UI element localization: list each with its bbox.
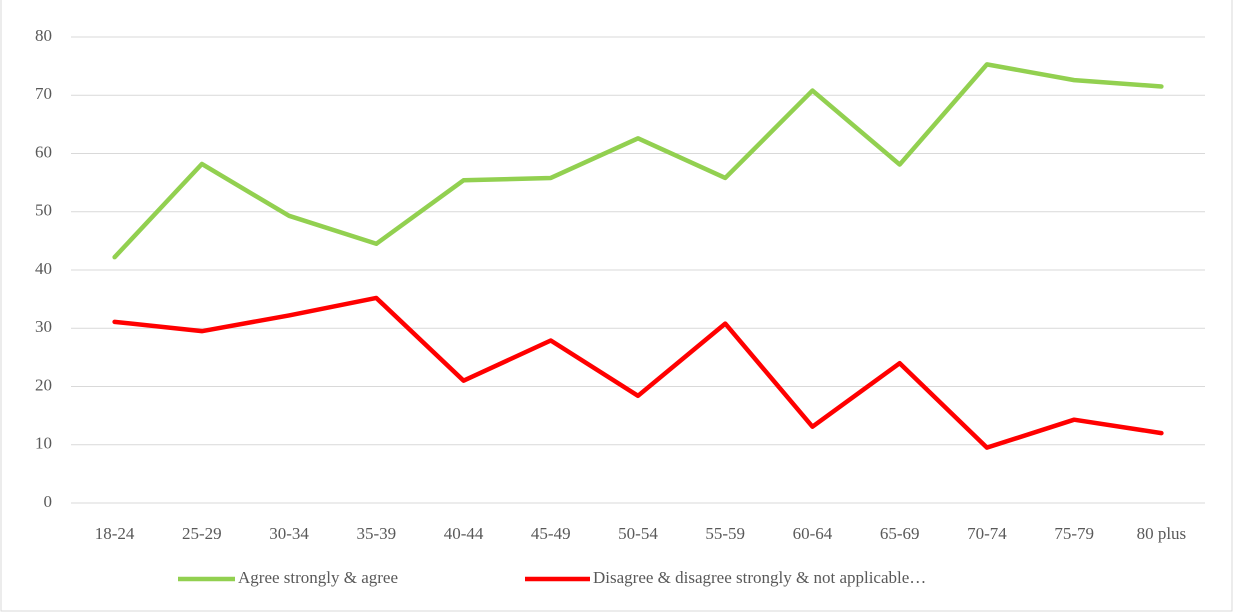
y-tick-label: 70 [35,84,52,103]
y-tick-label: 60 [35,142,52,161]
x-tick-label: 65-69 [880,524,920,543]
x-tick-label: 60-64 [793,524,833,543]
series-line [112,295,1164,450]
y-tick-label: 50 [35,201,52,220]
series-line [112,62,1164,260]
legend-label: Agree strongly & agree [238,568,398,587]
y-tick-label: 0 [44,492,53,511]
x-tick-label: 75-79 [1054,524,1094,543]
x-tick-label: 55-59 [705,524,745,543]
x-tick-label: 70-74 [967,524,1007,543]
x-tick-label: 80 plus [1137,524,1187,543]
x-tick-label: 25-29 [182,524,222,543]
y-tick-label: 30 [35,317,52,336]
y-tick-label: 80 [35,26,52,45]
y-tick-label: 20 [35,375,52,394]
x-tick-label: 40-44 [444,524,484,543]
y-tick-label: 40 [35,259,52,278]
x-tick-label: 30-34 [269,524,309,543]
y-tick-label: 10 [35,434,52,453]
x-tick-label: 50-54 [618,524,658,543]
legend-label: Disagree & disagree strongly & not appli… [593,568,926,587]
x-tick-label: 18-24 [95,524,135,543]
x-tick-label: 45-49 [531,524,571,543]
x-tick-label: 35-39 [356,524,396,543]
